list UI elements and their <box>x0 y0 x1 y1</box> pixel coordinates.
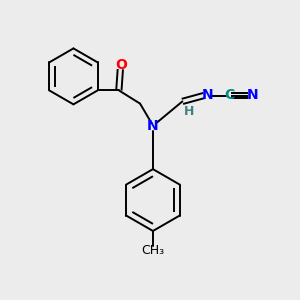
Text: CH₃: CH₃ <box>141 244 164 257</box>
Text: N: N <box>147 119 159 134</box>
Text: N: N <box>246 88 258 102</box>
Text: C: C <box>224 88 234 102</box>
Text: O: O <box>115 58 127 72</box>
Text: N: N <box>202 88 213 102</box>
Text: H: H <box>184 105 194 118</box>
